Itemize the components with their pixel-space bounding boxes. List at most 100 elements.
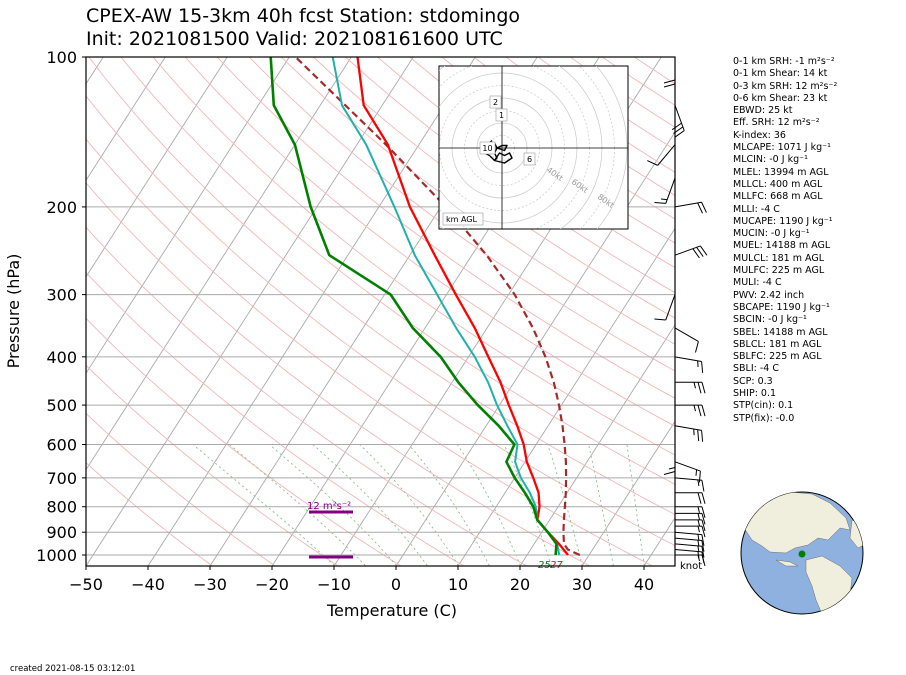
hodograph-frame [438,65,629,230]
y-tick-label: 500 [46,396,77,415]
moist-adiabat [503,444,552,566]
dry-adiabat [280,57,675,345]
stat-line: MUEL: 14188 m AGL [733,240,831,252]
wind-barb [675,492,706,504]
stat-line: SBEL: 14188 m AGL [733,326,828,338]
wind-barb [654,177,676,204]
dry-adiabat [120,57,675,485]
stat-line: K-index: 36 [733,129,786,141]
stat-line: Eff. SRH: 12 m²s⁻² [733,117,820,129]
globe-locator [740,491,864,615]
wind-barb [674,327,699,353]
stat-line: MLLI: -4 C [733,203,780,215]
moist-adiabat [359,444,459,566]
x-tick-label: −30 [193,575,227,594]
stat-line: SBCAPE: 1190 J kg⁻¹ [733,301,830,313]
dry-adiabat [86,364,338,566]
hodograph-trace [483,140,513,164]
wind-barb [675,525,706,538]
dry-adiabat [345,57,675,294]
wind-barb [647,144,676,166]
x-tick-label: 30 [572,575,592,594]
stat-line: SBLCL: 181 m AGL [733,338,822,350]
created-timestamp: created 2021-08-15 03:12:01 [10,664,136,674]
hodograph-label: km AGL [446,215,478,224]
stat-line: MUCIN: -0 J kg⁻¹ [733,228,810,240]
stat-line: SHIP: 0.1 [733,388,777,400]
wind-barb [674,477,705,492]
hodo-marker-1: 1 [499,111,504,120]
isotherm [86,57,166,182]
wind-barb [674,425,704,442]
dry-adiabat [86,138,653,566]
x-tick-label: 0 [391,575,401,594]
hodo-label-box [442,212,484,226]
stat-line: MUCAPE: 1190 J kg⁻¹ [733,215,833,227]
stat-line: SBLFC: 225 m AGL [733,351,822,363]
wind-barb [663,57,676,88]
x-tick-label: −50 [69,575,103,594]
stat-line: MULI: -4 C [733,277,782,289]
wind-barb [675,519,706,531]
dry-adiabat [86,226,527,566]
x-tick-label: −20 [255,575,289,594]
dry-adiabat [86,182,590,566]
x-tick-label: 10 [448,575,468,594]
dry-adiabat [313,57,675,319]
title-line-1: CPEX-AW 15-3km 40h fcst Station: stdomin… [86,5,521,27]
y-tick-label: 900 [46,523,77,542]
stat-line: MULCL: 181 m AGL [733,252,825,264]
moist-adiabat [408,444,490,566]
parcel-trace [294,57,581,556]
moist-adiabat [588,444,614,566]
stat-line: MLCIN: -0 J kg⁻¹ [733,154,808,166]
wind-barb [675,404,706,417]
wind-barb [675,381,706,394]
dewpoint-trace [269,57,558,556]
y-tick-label: 1000 [36,546,77,565]
y-tick-label: 300 [46,286,77,305]
dry-adiabat [377,57,675,269]
stat-line: 0-1 km Shear: 14 kt [733,68,828,80]
dry-adiabat [184,57,675,427]
stat-line: PWV: 2.42 inch [733,289,805,301]
isotherm [581,420,675,566]
wind-barb [675,506,706,518]
y-tick-label: 600 [46,436,77,455]
hodo-marker-2: 2 [493,98,498,107]
stat-line: MLLFC: 668 m AGL [733,191,823,203]
hodo-marker-6: 6 [527,155,532,164]
dry-adiabat [86,462,212,566]
plot-frame [85,56,676,567]
stat-line: 0-3 km SRH: 12 m²s⁻² [733,80,838,92]
dry-adiabat [86,271,464,566]
hodograph-height-markers: 10 2 1 6 [479,95,536,166]
dry-adiabat [248,57,675,372]
dry-adiabat [216,57,675,399]
isotherm [395,131,675,566]
isotherm [86,57,352,471]
stats-panel: 0-1 km SRH: -1 m²s⁻² 0-1 km Shear: 14 kt… [733,56,837,425]
isotherm [86,57,290,374]
isotherm [457,227,675,566]
isotherm [147,57,476,566]
stat-line: MULFC: 225 m AGL [733,265,825,277]
isotherm [519,324,675,566]
stat-line: MLLCL: 400 m AGL [733,178,823,190]
wind-unit-label: knot [680,561,702,572]
x-tick-label: 20 [510,575,530,594]
moist-adiabat [456,444,521,566]
stat-line: STP(cin): 0.1 [733,400,794,412]
station-marker [798,550,806,558]
y-axis-label: Pressure (hPa) [4,254,23,369]
y-tick-label: 100 [46,48,77,67]
isotherm [86,57,414,566]
moist-adiabat [192,444,335,566]
x-tick-label: −40 [131,575,165,594]
wind-barb [674,549,705,564]
wind-barb [674,356,704,373]
dry-adiabat [86,412,275,566]
moist-adiabat [547,444,583,566]
stat-line: SCP: 0.3 [733,375,773,387]
